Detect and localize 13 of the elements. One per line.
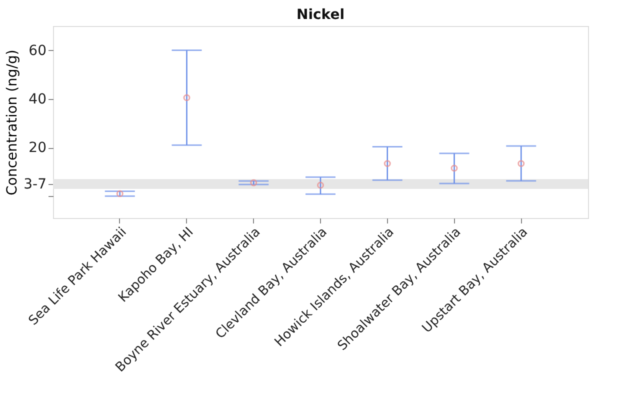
point bbox=[384, 160, 391, 168]
y-tick-label: 20 bbox=[28, 140, 46, 156]
point bbox=[450, 164, 458, 172]
y-tick-label: 3-7 bbox=[24, 176, 46, 192]
chart-title: Nickel bbox=[296, 7, 345, 23]
point bbox=[518, 160, 525, 168]
y-tick-label: 60 bbox=[28, 42, 46, 59]
y-tick-label: 40 bbox=[28, 91, 46, 108]
point bbox=[250, 179, 258, 186]
point bbox=[317, 182, 324, 189]
point bbox=[183, 94, 190, 102]
y-axis-title: Concentration (ng/g) bbox=[4, 50, 21, 196]
point bbox=[116, 190, 124, 198]
